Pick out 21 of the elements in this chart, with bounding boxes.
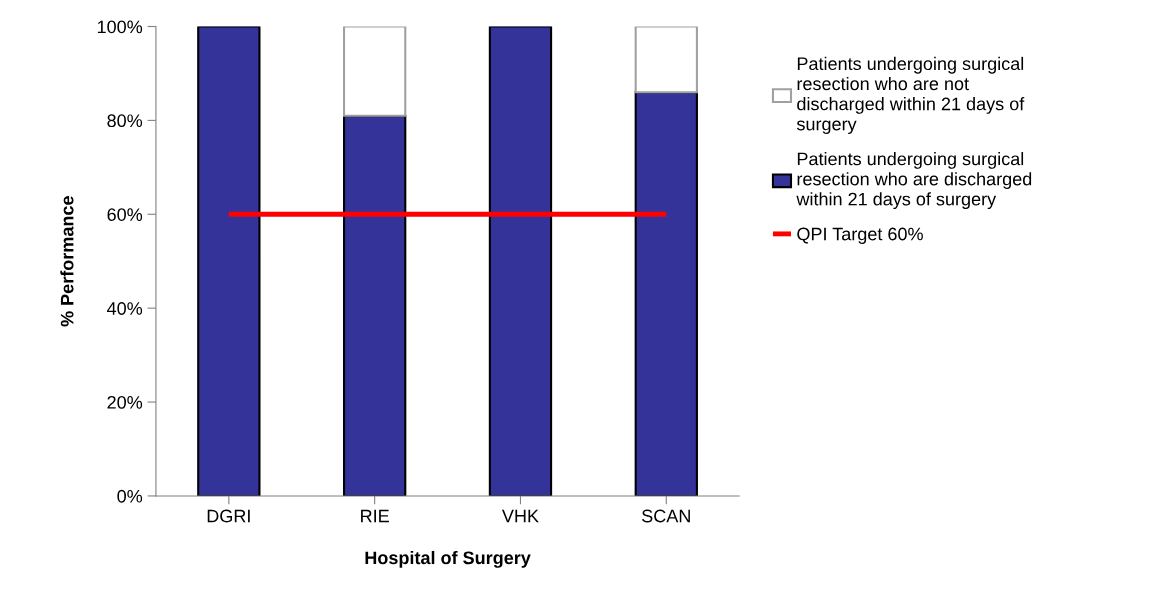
x-tick-label: SCAN [642, 509, 690, 523]
y-tick-label: 100% [97, 20, 143, 34]
y-tick-label: 40% [107, 302, 143, 315]
legend-label: QPI Target 60% [797, 227, 923, 244]
legend-label: Patients undergoing surgical resection who are not discharged within 21 days of surgery [796, 56, 1025, 134]
x-tick-label: RIE [361, 509, 389, 523]
bar [634, 26, 698, 94]
y-tick-label: 60% [107, 208, 143, 221]
bar [342, 114, 407, 496]
bar [197, 26, 261, 496]
bar [488, 26, 553, 496]
y-tick-label: 20% [107, 395, 143, 409]
legend-label: Patients undergoing surgical resection who are discharged within 21 days of surgery [796, 152, 1032, 210]
y-axis-title: % Performance [60, 196, 74, 327]
bar [342, 26, 407, 117]
x-axis-title: Hospital of Surgery [365, 550, 531, 568]
y-tick-label: 0% [117, 489, 143, 503]
x-tick-label: VHK [501, 509, 539, 523]
y-tick-label: 80% [107, 114, 143, 128]
bar [634, 91, 698, 496]
x-tick-label: DGRI [207, 509, 250, 523]
